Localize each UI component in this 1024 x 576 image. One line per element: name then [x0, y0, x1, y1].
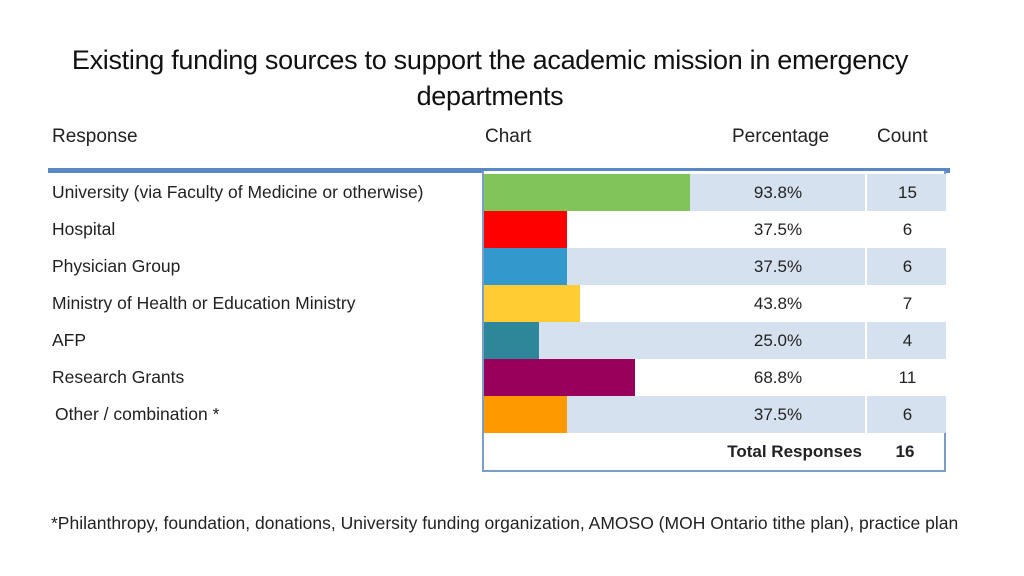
percentage-label: 37.5%: [753, 257, 803, 276]
bar: [484, 359, 636, 396]
bar: [484, 396, 567, 433]
chart-row: 37.5% 6: [484, 248, 946, 285]
bar: [484, 174, 691, 211]
percentage-label: 37.5%: [753, 220, 803, 239]
percentage-label: 37.5%: [753, 405, 803, 424]
count-label: 6: [865, 396, 948, 433]
chart-panel: 93.8% 15 37.5% 6 37.5% 6 43.8% 7 25.0% 4 68.8% 11 37…: [482, 171, 946, 472]
response-header: Response: [52, 126, 138, 147]
chart-row: 25.0% 4: [484, 322, 946, 359]
percentage-header: Percentage: [732, 126, 830, 147]
total-responses-label: Total Responses: [727, 442, 862, 461]
percentage-label: 43.8%: [753, 294, 803, 313]
count-header: Count: [877, 126, 928, 147]
response-label: Hospital: [52, 219, 116, 239]
response-label: Other / combination *: [55, 404, 220, 424]
response-label: Ministry of Health or Education Ministry: [52, 293, 356, 313]
count-label: 6: [865, 248, 948, 285]
percentage-label: 93.8%: [753, 183, 803, 202]
count-label: 11: [865, 359, 948, 396]
response-label: Physician Group: [52, 256, 181, 276]
bar: [484, 285, 581, 322]
chart-row: 68.8% 11: [484, 359, 946, 396]
response-label: University (via Faculty of Medicine or o…: [52, 182, 424, 202]
page-title: Existing funding sources to support the …: [71, 45, 909, 111]
footnote: *Philanthropy, foundation, donations, Un…: [51, 513, 959, 533]
count-label: 4: [865, 322, 948, 359]
chart-row: 37.5% 6: [484, 396, 946, 433]
bar: [484, 248, 567, 285]
bar: [484, 211, 567, 248]
chart-row: 43.8% 7: [484, 285, 946, 322]
response-label: Research Grants: [52, 367, 185, 387]
bar-track: [484, 322, 946, 359]
chart-row: 37.5% 6: [484, 211, 946, 248]
total-responses-value: 16: [895, 442, 915, 461]
chart-header: Chart: [485, 126, 532, 147]
percentage-label: 68.8%: [753, 368, 803, 387]
percentage-label: 25.0%: [753, 331, 803, 350]
count-label: 7: [865, 285, 948, 322]
count-label: 6: [865, 211, 948, 248]
response-label: AFP: [52, 330, 87, 350]
bar: [484, 322, 539, 359]
count-label: 15: [865, 174, 948, 211]
chart-row: 93.8% 15: [484, 174, 946, 211]
header-divider: [48, 168, 950, 173]
